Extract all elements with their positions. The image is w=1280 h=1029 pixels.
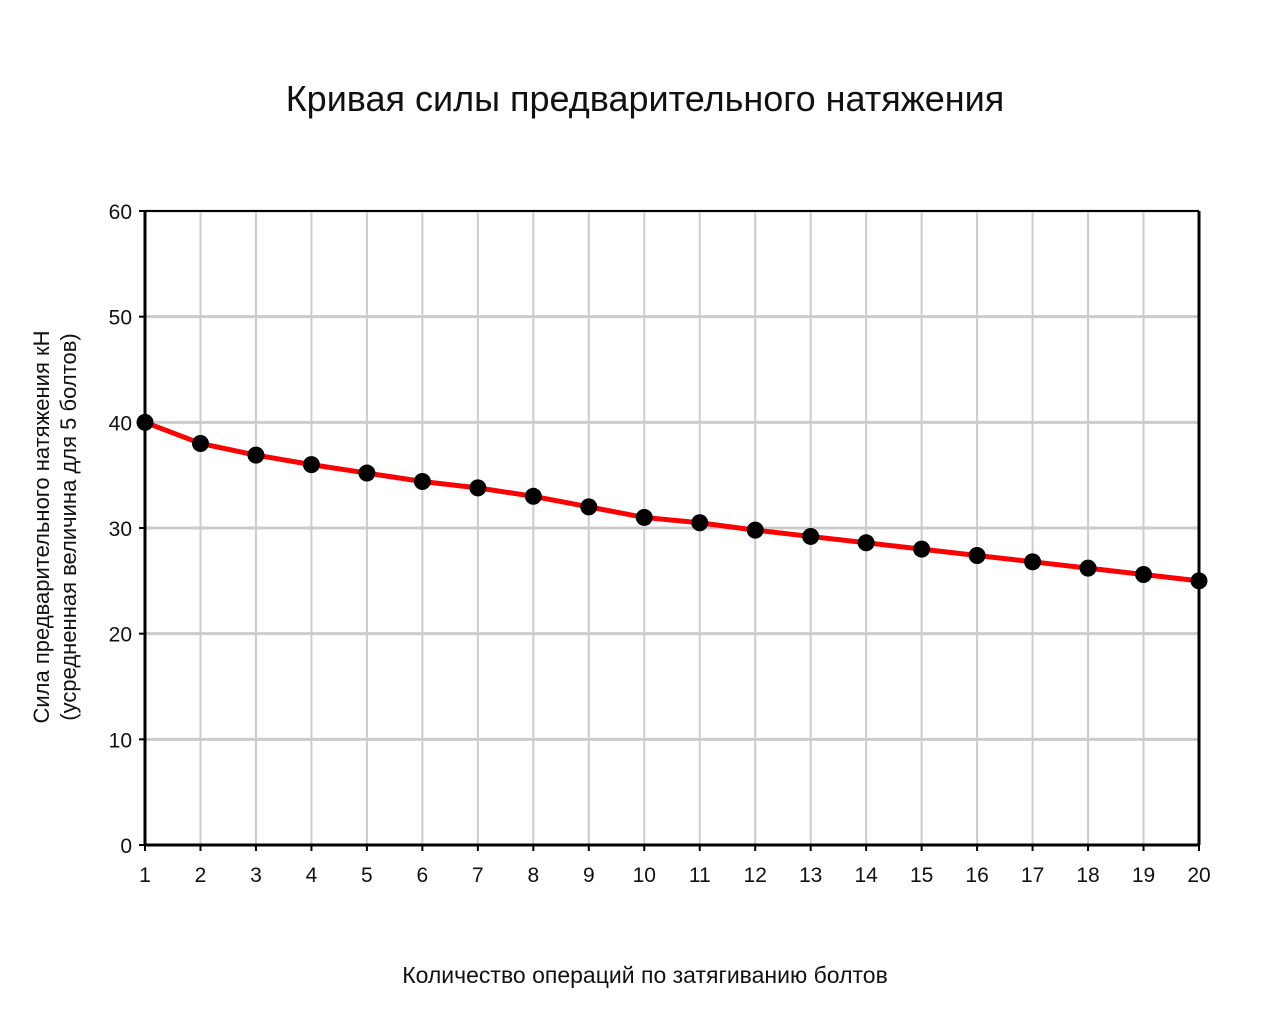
data-point [802, 527, 820, 545]
x-tick-label: 7 [472, 864, 484, 887]
data-point [1135, 565, 1153, 583]
y-tick-label: 60 [109, 201, 132, 224]
data-point [247, 446, 265, 464]
data-point [136, 413, 154, 431]
x-tick-label: 11 [689, 864, 711, 887]
data-point [1190, 572, 1208, 590]
x-tick-label: 15 [910, 864, 933, 887]
x-tick-label: 10 [633, 864, 656, 887]
x-tick-label: 19 [1132, 864, 1155, 887]
y-axis-label-line-1: Сила предварительного натяжения кН [29, 330, 54, 723]
x-tick-label: 9 [583, 864, 595, 887]
data-point [635, 508, 653, 526]
data-point [746, 521, 764, 539]
x-tick-label: 3 [250, 864, 262, 887]
x-tick-label: 4 [306, 864, 318, 887]
y-tick-label: 30 [109, 518, 132, 541]
y-tick-label: 40 [109, 412, 132, 435]
data-point [1024, 553, 1042, 571]
x-tick-label: 12 [744, 864, 767, 887]
chart-title: Кривая силы предварительного натяжения [286, 78, 1005, 119]
y-tick-label: 0 [120, 835, 132, 858]
x-tick-label: 2 [195, 864, 207, 887]
x-tick-label: 16 [965, 864, 988, 887]
grid [145, 209, 1200, 845]
x-tick-label: 13 [799, 864, 822, 887]
x-tick-label: 1 [139, 864, 151, 887]
data-point [857, 534, 875, 552]
y-tick-label: 20 [109, 624, 132, 647]
x-tick-label: 20 [1187, 864, 1210, 887]
data-point [691, 514, 709, 532]
series-line [142, 419, 1202, 584]
y-axis-label-line-2: (усредненная величина для 5 болтов) [56, 333, 81, 720]
axes [139, 210, 1201, 851]
x-axis-label: Количество операций по затягиванию болто… [402, 962, 888, 988]
x-tick-label: 8 [527, 864, 539, 887]
x-tick-label: 6 [417, 864, 429, 887]
x-tick-label: 14 [854, 864, 878, 887]
data-point [1079, 559, 1097, 577]
x-tick-label: 17 [1021, 864, 1044, 887]
data-point [580, 498, 598, 516]
x-tick-label: 18 [1076, 864, 1099, 887]
data-point [913, 540, 931, 558]
x-tick-label: 5 [361, 864, 373, 887]
y-axis-label: Сила предварительного натяжения кН (усре… [29, 330, 81, 723]
y-tick-label: 10 [109, 729, 132, 752]
data-point [358, 464, 376, 482]
data-point [191, 434, 209, 452]
data-point [413, 473, 431, 491]
data-point [302, 456, 320, 474]
data-point [968, 546, 986, 564]
data-point [524, 487, 542, 505]
series [136, 413, 1208, 590]
data-point [469, 479, 487, 497]
y-tick-label: 50 [109, 307, 132, 330]
